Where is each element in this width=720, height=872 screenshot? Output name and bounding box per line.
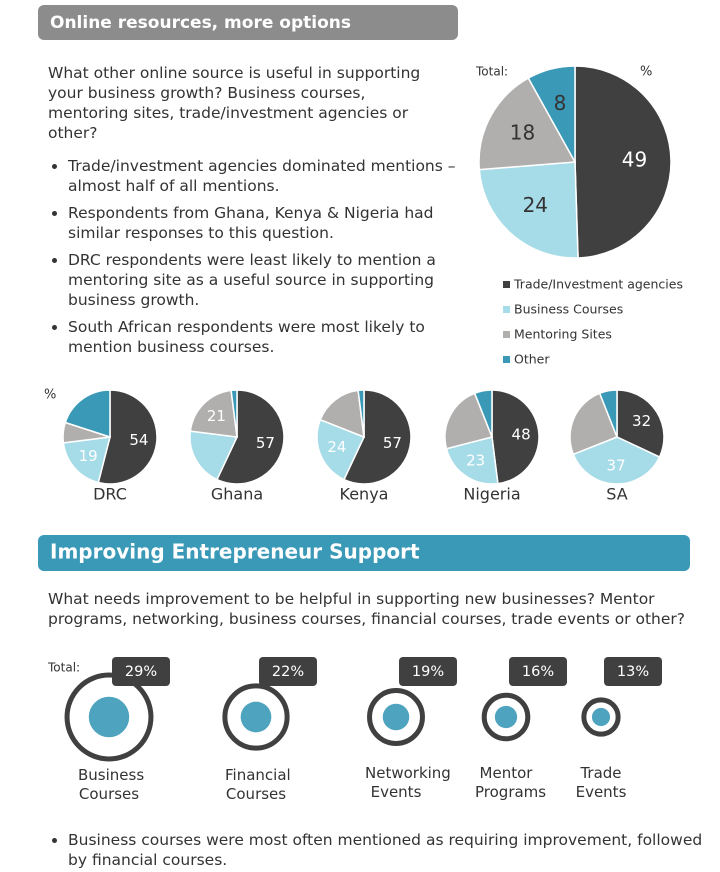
- bullet: Business courses were most often mention…: [68, 830, 708, 870]
- pie-slice: [189, 389, 238, 438]
- category-label: Mentor Programs: [475, 764, 547, 801]
- pie-slice: [189, 430, 239, 481]
- unit-label: %: [640, 65, 652, 80]
- category-label: Financial Courses: [225, 766, 291, 803]
- data-label: 48: [512, 426, 531, 444]
- question: What needs improvement to be helpful in …: [48, 590, 685, 628]
- value-label: 29%: [125, 664, 157, 680]
- legend-swatch: [503, 356, 510, 363]
- icon: [382, 703, 410, 731]
- bullet-list: Business courses were most often mention…: [48, 830, 708, 872]
- data-label: 57: [383, 434, 402, 452]
- data-label: 21: [207, 407, 226, 425]
- data-label: 23: [466, 452, 485, 470]
- question: What other online source is useful in su…: [48, 64, 421, 142]
- value-label: 16%: [522, 664, 554, 680]
- pie-slice: [62, 436, 112, 484]
- bullet: South African respondents were most like…: [68, 317, 460, 357]
- icon: [591, 707, 611, 727]
- pie-slice: [527, 65, 576, 165]
- legend-swatch: [503, 306, 510, 313]
- data-label: 24: [523, 193, 548, 217]
- header-bar: [38, 5, 458, 40]
- data-label: 57: [256, 434, 275, 452]
- pie-slice: [478, 161, 579, 259]
- pie-slice: [319, 389, 365, 439]
- data-label: 54: [129, 431, 148, 449]
- total-label: Total:: [47, 661, 80, 675]
- icon: [494, 705, 518, 729]
- pie-slice: [444, 392, 494, 450]
- pie-slice: [357, 389, 365, 438]
- pie-slice: [572, 436, 661, 485]
- data-label: 49: [622, 148, 647, 172]
- legend-label: Mentoring Sites: [514, 327, 612, 342]
- data-label: 37: [607, 457, 626, 475]
- icon: [88, 696, 130, 738]
- header-bar: [38, 535, 690, 571]
- value-badge: [399, 657, 457, 686]
- bullet: Trade/investment agencies dominated ment…: [68, 156, 460, 196]
- value-label: 13%: [617, 664, 649, 680]
- legend-label: Trade/Investment agencies: [513, 277, 683, 292]
- bullet: Respondents from Ghana, Kenya & Nigeria …: [68, 203, 460, 243]
- pie-slice: [97, 389, 158, 485]
- legend-swatch: [503, 331, 510, 338]
- pie-slice: [64, 389, 111, 439]
- bullet-list: Trade/investment agencies dominated ment…: [48, 156, 460, 364]
- pie-slice: [316, 418, 366, 481]
- unit-label: %: [44, 388, 56, 403]
- category-label: Trade Events: [575, 764, 627, 801]
- category-label: Networking Events: [365, 764, 451, 801]
- value-label: 22%: [272, 664, 304, 680]
- value-label: 19%: [412, 664, 444, 680]
- value-badge: [112, 657, 170, 686]
- value-badge: [259, 657, 317, 686]
- pie-slice: [491, 389, 540, 485]
- pie-title: DRC: [93, 485, 127, 504]
- legend-swatch: [503, 281, 510, 288]
- pie-title: Kenya: [340, 485, 389, 504]
- data-label: 8: [554, 91, 567, 115]
- pie-slice: [478, 77, 577, 171]
- data-label: 18: [510, 120, 535, 144]
- data-label: 24: [327, 438, 346, 456]
- total-label: Total:: [475, 65, 508, 79]
- pie-slice: [230, 389, 238, 438]
- pie-slice: [342, 389, 412, 485]
- pie-slice: [215, 389, 285, 485]
- pie-slice: [616, 389, 665, 459]
- legend-label: Business Courses: [514, 302, 623, 317]
- pie-slice: [598, 389, 618, 438]
- legend-label: Other: [514, 352, 550, 367]
- pie-title: SA: [606, 485, 627, 504]
- data-label: 32: [632, 412, 651, 430]
- bullet: DRC respondents were least likely to men…: [68, 250, 460, 310]
- data-label: 19: [79, 447, 98, 465]
- pie-title: Ghana: [211, 485, 263, 504]
- section-title: Online resources, more options: [50, 13, 351, 33]
- icon: [240, 701, 272, 733]
- value-badge: [604, 657, 662, 686]
- pie-slice: [445, 436, 499, 485]
- pie-slice: [574, 65, 672, 259]
- pie-slice: [473, 389, 493, 438]
- value-badge: [509, 657, 567, 686]
- category-label: Business Courses: [78, 766, 145, 803]
- pie-title: Nigeria: [463, 485, 520, 504]
- section-title: Improving Entrepreneur Support: [50, 540, 420, 564]
